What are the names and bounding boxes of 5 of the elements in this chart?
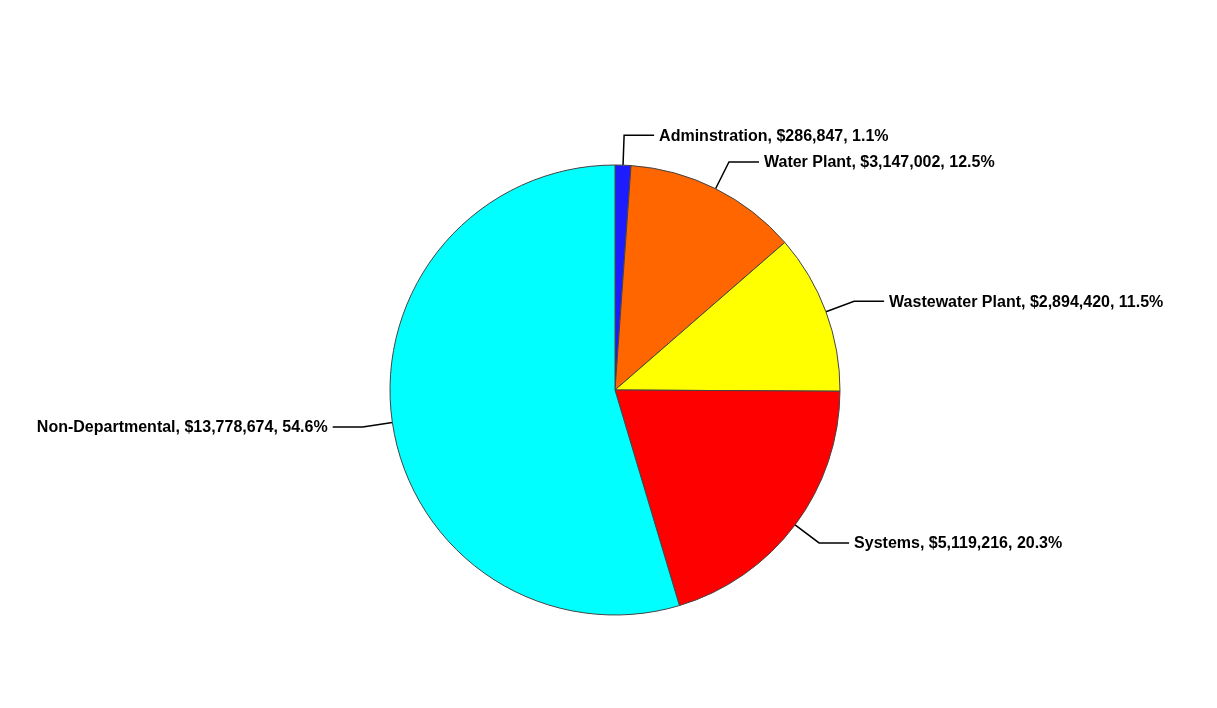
slice-label: Water Plant, $3,147,002, 12.5% [763, 153, 995, 171]
slice-label: Systems, $5,119,216, 20.3% [854, 534, 1063, 552]
slice-label: Wastewater Plant, $2,894,420, 11.5% [889, 292, 1164, 310]
slice-label: Adminstration, $286,847, 1.1% [659, 126, 889, 144]
slice-label: Non-Departmental, $13,778,674, 54.6% [36, 418, 328, 436]
